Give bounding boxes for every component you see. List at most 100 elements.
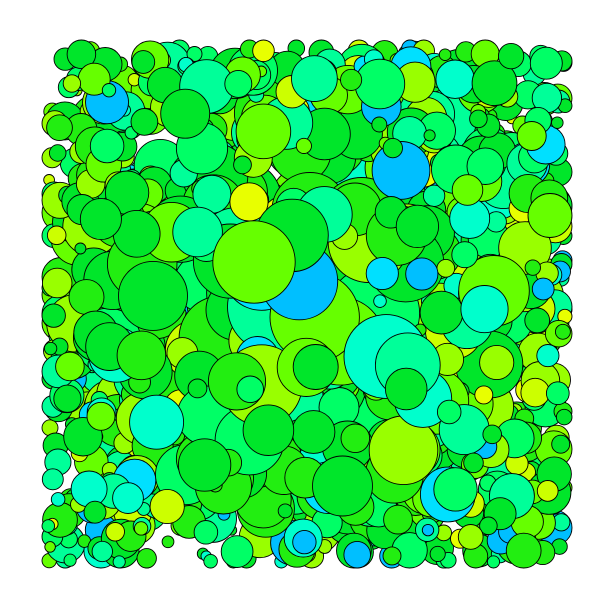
- bubble: [354, 58, 406, 110]
- bubble: [46, 225, 67, 246]
- bubble: [212, 220, 296, 304]
- bubble: [436, 258, 456, 278]
- bubble: [505, 532, 542, 569]
- bubble: [131, 50, 156, 74]
- bubble: [421, 523, 435, 537]
- bubble: [41, 267, 73, 299]
- bubble: [112, 482, 144, 514]
- bubble: [46, 114, 73, 142]
- bubble: [371, 116, 388, 133]
- bubble: [48, 144, 67, 162]
- bubble: [112, 555, 126, 569]
- bubble: [482, 424, 502, 445]
- bubble: [74, 242, 87, 255]
- bubble: [524, 259, 541, 276]
- bubble: [63, 553, 77, 567]
- bubble: [365, 256, 399, 291]
- bubble: [471, 60, 518, 107]
- bubble: [236, 375, 264, 404]
- bubble: [193, 520, 219, 545]
- bubble: [50, 492, 66, 507]
- bubble: [53, 384, 82, 413]
- bubble: [129, 394, 185, 450]
- bubble: [373, 294, 387, 308]
- bubble: [479, 516, 498, 536]
- bubble: [41, 519, 56, 533]
- bubble: [460, 285, 509, 334]
- bubble: [41, 468, 64, 491]
- bubble: [233, 155, 252, 175]
- bubble: [149, 488, 185, 525]
- bubble: [55, 351, 85, 382]
- bubble: [451, 241, 479, 269]
- bubble: [203, 553, 218, 569]
- bubble: [161, 535, 175, 549]
- bubble: [382, 546, 402, 566]
- bubble: [382, 137, 403, 159]
- bubble: [160, 88, 211, 139]
- bubble: [44, 541, 56, 553]
- bubble: [384, 367, 428, 411]
- bubble: [474, 385, 494, 405]
- bubble: [340, 423, 371, 454]
- bubble: [429, 545, 446, 562]
- bubble: [118, 260, 188, 331]
- bubble: [438, 48, 452, 61]
- bubble: [91, 540, 113, 563]
- bubble: [531, 277, 555, 301]
- bubble: [105, 522, 125, 542]
- bubble: [436, 399, 462, 425]
- bubble: [423, 129, 436, 142]
- bubble: [295, 137, 312, 154]
- bubble: [343, 540, 371, 569]
- bubble: [277, 503, 293, 519]
- bubble: [70, 470, 108, 508]
- bubble: [497, 42, 525, 70]
- bubble: [395, 204, 440, 249]
- bubble: [545, 381, 570, 406]
- bubble: [529, 46, 563, 80]
- bubble: [86, 401, 116, 431]
- bubble: [486, 555, 501, 569]
- bubble: [466, 147, 505, 185]
- bubble: [292, 344, 339, 390]
- bubble: [340, 68, 363, 91]
- bubble: [177, 438, 232, 492]
- bubble: [527, 193, 573, 238]
- bubble: [451, 174, 484, 206]
- bubble: [242, 404, 295, 456]
- bubble: [463, 452, 484, 474]
- bubble: [524, 307, 551, 334]
- bubble: [66, 39, 97, 70]
- bubble: [116, 330, 167, 381]
- bubble: [172, 206, 223, 258]
- bubble: [435, 59, 475, 99]
- bubble: [68, 279, 105, 316]
- bubble: [536, 480, 559, 502]
- bubble-group: [41, 39, 573, 569]
- bubble: [405, 257, 439, 291]
- bubble: [433, 467, 478, 512]
- bubble: [291, 410, 336, 454]
- bubble: [555, 408, 573, 426]
- bubble: [186, 46, 203, 62]
- bubble: [520, 377, 550, 408]
- bubble: [79, 197, 122, 241]
- bubble: [101, 83, 117, 98]
- bubble: [83, 500, 107, 524]
- bubble: [383, 504, 413, 535]
- bubble: [292, 529, 317, 555]
- bubble: [130, 108, 159, 136]
- bubble: [536, 344, 560, 368]
- bubble: [89, 128, 125, 164]
- bubble: [516, 121, 547, 151]
- bubble: [554, 323, 571, 340]
- bubble: [291, 55, 338, 102]
- bubble: [457, 524, 484, 550]
- bubble: [551, 116, 564, 129]
- bubble: [136, 548, 157, 569]
- bubble: [133, 521, 149, 536]
- bubble: [551, 434, 571, 454]
